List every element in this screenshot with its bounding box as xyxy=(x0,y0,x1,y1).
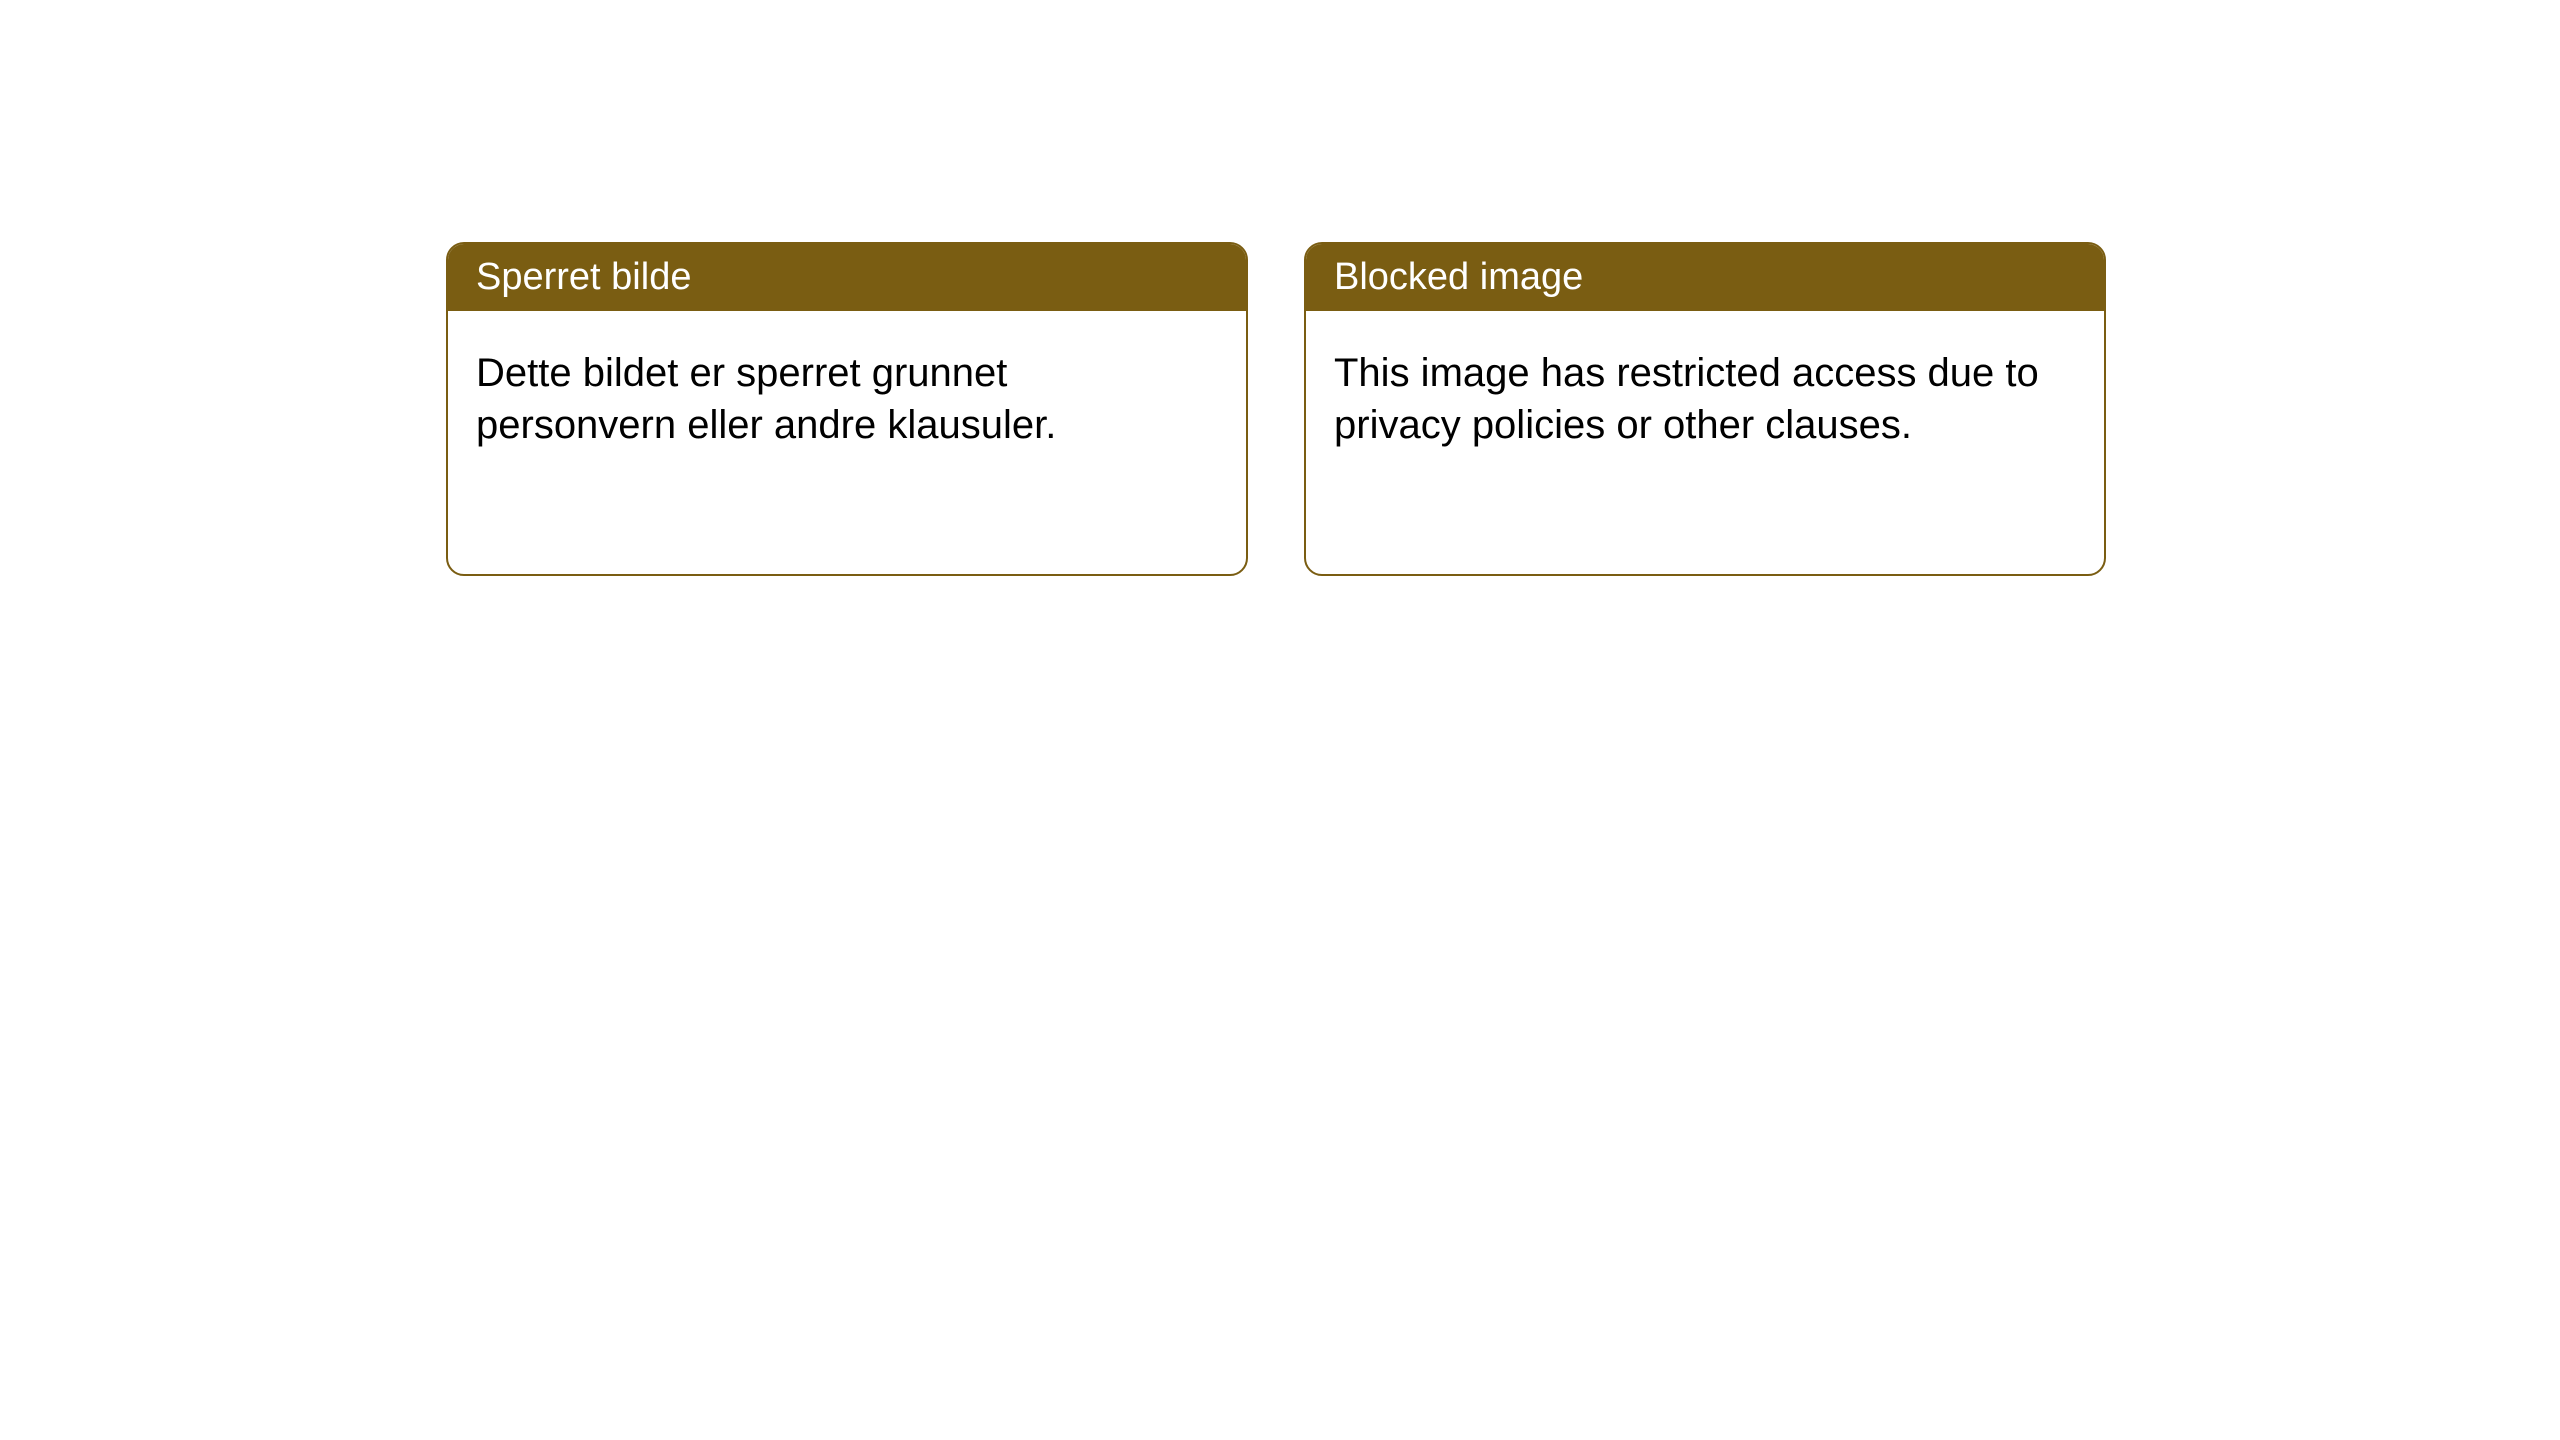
notice-title-english: Blocked image xyxy=(1306,244,2104,311)
notice-title-norwegian: Sperret bilde xyxy=(448,244,1246,311)
notice-card-norwegian: Sperret bilde Dette bildet er sperret gr… xyxy=(446,242,1248,576)
notice-card-english: Blocked image This image has restricted … xyxy=(1304,242,2106,576)
notice-container: Sperret bilde Dette bildet er sperret gr… xyxy=(446,242,2106,576)
notice-body-english: This image has restricted access due to … xyxy=(1306,311,2104,487)
notice-body-norwegian: Dette bildet er sperret grunnet personve… xyxy=(448,311,1246,487)
